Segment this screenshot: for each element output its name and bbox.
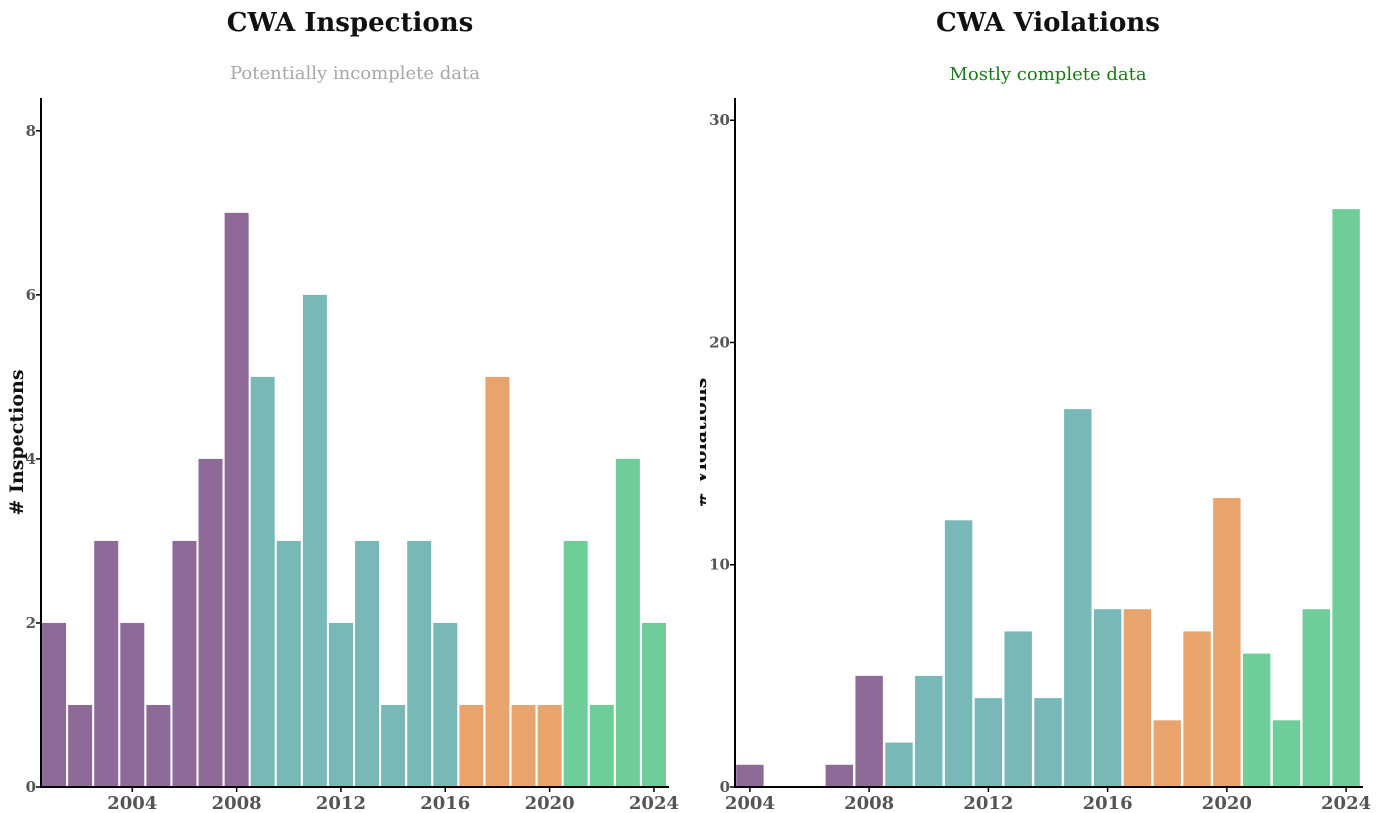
inspections-chart-title: CWA Inspections — [226, 8, 474, 38]
bar-2003 — [94, 540, 119, 787]
bar-2020 — [1213, 498, 1241, 787]
bar-2005 — [146, 704, 171, 787]
x-tick-label: 2008 — [212, 793, 262, 813]
y-tick-label: 30 — [709, 111, 730, 129]
y-tick-label: 20 — [709, 333, 730, 351]
y-tick-label: 6 — [26, 286, 36, 304]
bar-2007 — [198, 458, 223, 787]
bar-2014 — [1034, 698, 1062, 787]
bar-2013 — [355, 540, 380, 787]
y-axis-label: # Inspections — [6, 369, 28, 515]
bar-2018 — [485, 376, 510, 787]
x-tick-label: 2024 — [1321, 793, 1371, 813]
bar-2004 — [120, 622, 145, 787]
x-tick-label: 2004 — [725, 793, 775, 813]
x-tick-label: 2016 — [1083, 793, 1133, 813]
x-tick-label: 2020 — [1202, 793, 1252, 813]
bar-2024 — [1332, 209, 1360, 787]
x-tick-label: 2016 — [420, 793, 470, 813]
bar-2017 — [459, 704, 484, 787]
bar-2016 — [433, 622, 458, 787]
y-tick-label: 10 — [709, 556, 730, 574]
bar-2011 — [302, 294, 327, 787]
x-tick-label: 2004 — [107, 793, 157, 813]
bar-2014 — [381, 704, 406, 787]
x-tick-label: 2012 — [316, 793, 366, 813]
bar-2002 — [68, 704, 93, 787]
bar-2010 — [276, 540, 301, 787]
bar-2021 — [1242, 653, 1271, 787]
bar-2004 — [736, 764, 764, 787]
bar-2007 — [825, 764, 854, 787]
bar-2012 — [328, 622, 353, 787]
violations-panel: CWA Violations Mostly complete data 0 10 2… — [700, 0, 1380, 813]
bar-2024 — [641, 622, 666, 787]
bar-2019 — [1183, 631, 1211, 787]
bar-2015 — [1064, 409, 1092, 787]
bar-2018 — [1153, 720, 1181, 787]
bar-2006 — [172, 540, 197, 787]
y-tick-label: 0 — [720, 778, 730, 796]
y-tick-label: 8 — [26, 122, 36, 140]
y-tick-label: 2 — [26, 614, 36, 632]
x-tick-label: 2008 — [844, 793, 894, 813]
x-tick-label: 2024 — [629, 793, 679, 813]
bar-2021 — [563, 540, 588, 787]
bar-2001 — [42, 622, 67, 787]
bar-2009 — [885, 742, 913, 787]
y-tick-label: 0 — [26, 778, 36, 796]
bar-2009 — [250, 376, 275, 787]
bar-2008 — [855, 675, 883, 787]
y-axis-label: # Violations — [700, 378, 711, 508]
bar-2022 — [589, 704, 614, 787]
bar-2011 — [944, 520, 973, 787]
bar-2017 — [1123, 609, 1152, 787]
bar-2015 — [407, 540, 432, 787]
bar-2016 — [1093, 609, 1122, 787]
bar-2023 — [1302, 609, 1330, 787]
bar-2019 — [511, 704, 536, 787]
violations-chart-title: CWA Violations — [936, 8, 1160, 38]
inspections-chart-subtitle: Potentially incomplete data — [230, 63, 480, 84]
y-tick-label: 4 — [26, 450, 36, 468]
x-tick-label: 2020 — [525, 793, 575, 813]
inspections-panel: CWA Inspections Potentially incomplete d… — [6, 8, 679, 813]
bar-2008 — [224, 212, 249, 788]
x-tick-label: 2012 — [963, 793, 1013, 813]
bar-2013 — [1004, 631, 1032, 787]
inspections-bar-chart: 0 2 4 6 8 2004 2008 2012 2016 2020 2024 # Inspectio… — [6, 98, 679, 813]
bar-2020 — [537, 704, 562, 787]
violations-bar-chart: 0 10 20 30 2004 2008 2012 2016 2020 2024 # Violati… — [700, 98, 1371, 813]
bar-2023 — [615, 458, 640, 787]
bar-2010 — [915, 675, 943, 787]
violations-chart-subtitle: Mostly complete data — [949, 64, 1147, 85]
bar-2022 — [1272, 720, 1301, 787]
bar-2012 — [974, 698, 1003, 787]
